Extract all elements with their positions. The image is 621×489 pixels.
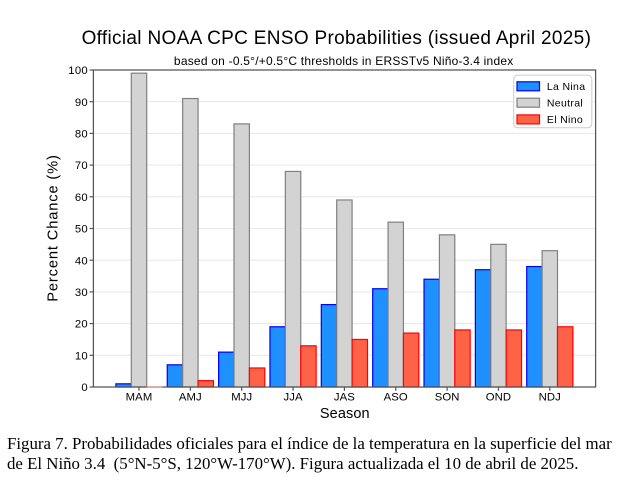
svg-text:30: 30 <box>75 287 88 299</box>
svg-text:Neutral: Neutral <box>547 97 583 109</box>
svg-text:SON: SON <box>435 391 460 403</box>
svg-text:El Nino: El Nino <box>547 114 583 126</box>
svg-text:JJA: JJA <box>283 391 302 403</box>
svg-text:100: 100 <box>68 65 88 77</box>
svg-text:ASO: ASO <box>384 391 408 403</box>
svg-text:0: 0 <box>81 382 88 394</box>
svg-text:80: 80 <box>75 129 88 141</box>
svg-text:Official NOAA CPC ENSO Probabi: Official NOAA CPC ENSO Probabilities (is… <box>82 28 592 49</box>
svg-text:La Nina: La Nina <box>547 81 586 93</box>
svg-text:Percent Chance (%): Percent Chance (%) <box>46 154 62 302</box>
svg-text:OND: OND <box>486 391 511 403</box>
svg-text:60: 60 <box>75 192 88 204</box>
svg-text:10: 10 <box>75 350 88 362</box>
svg-text:Season: Season <box>320 406 370 422</box>
svg-text:20: 20 <box>75 319 88 331</box>
svg-text:MJJ: MJJ <box>231 391 252 403</box>
svg-text:MAM: MAM <box>126 391 153 403</box>
svg-text:40: 40 <box>75 255 88 267</box>
svg-text:NDJ: NDJ <box>539 391 561 403</box>
svg-text:90: 90 <box>75 97 88 109</box>
svg-text:70: 70 <box>75 160 88 172</box>
svg-text:based on -0.5°/+0.5°C threshol: based on -0.5°/+0.5°C thresholds in ERSS… <box>174 54 514 68</box>
svg-text:AMJ: AMJ <box>179 391 202 403</box>
svg-text:50: 50 <box>75 224 88 236</box>
svg-text:JAS: JAS <box>334 391 355 403</box>
